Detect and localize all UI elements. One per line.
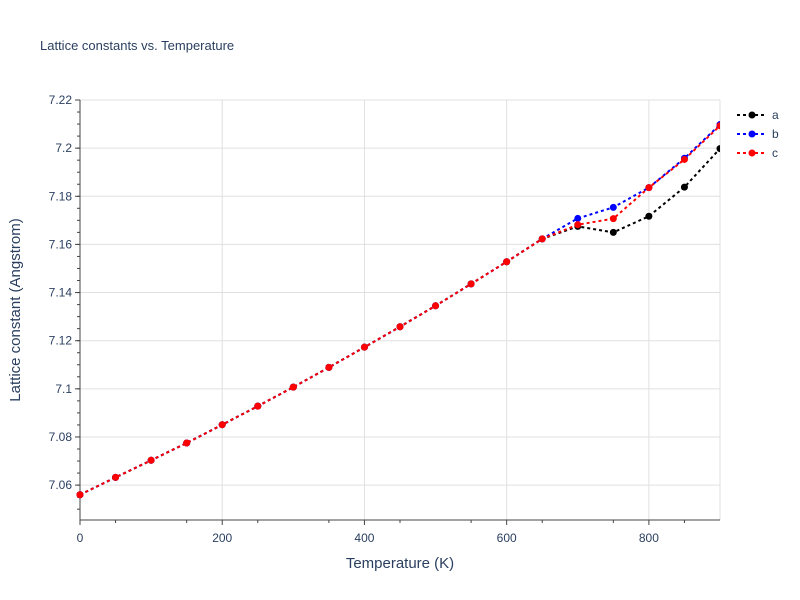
data-point-c bbox=[254, 402, 262, 410]
data-point-b bbox=[609, 203, 617, 211]
axes: 0 200 400 600 800 7.06 7.08 7.1 7.12 7.14 7.16 7.18… bbox=[49, 93, 720, 545]
y-tick-label: 7.22 bbox=[49, 93, 73, 107]
data-point-c bbox=[360, 343, 368, 351]
y-axis-label: Lattice constant (Angstrom) bbox=[7, 218, 24, 401]
y-tick-label: 7.18 bbox=[49, 189, 73, 203]
data-point-a bbox=[680, 183, 688, 191]
data-point-c bbox=[645, 184, 653, 192]
x-axis-label: Temperature (K) bbox=[346, 555, 454, 572]
y-tick-label: 7.08 bbox=[49, 430, 73, 444]
data-point-c bbox=[218, 421, 226, 429]
data-point-c bbox=[609, 215, 617, 223]
legend-marker-icon bbox=[748, 130, 756, 138]
legend-marker-icon bbox=[748, 149, 756, 157]
x-tick-label: 600 bbox=[497, 531, 517, 545]
gridlines bbox=[80, 99, 721, 520]
legend-marker-icon bbox=[748, 111, 756, 119]
data-point-c bbox=[147, 456, 155, 464]
chart-title: Lattice constants vs. Temperature bbox=[40, 38, 234, 53]
data-point-c bbox=[574, 221, 582, 229]
data-point-c bbox=[396, 323, 404, 331]
data-point-c bbox=[538, 235, 546, 243]
data-point-c bbox=[503, 258, 511, 266]
data-point-a bbox=[645, 212, 653, 220]
y-tick-label: 7.1 bbox=[55, 382, 72, 396]
data-point-c bbox=[289, 383, 297, 391]
data-point-c bbox=[183, 439, 191, 447]
x-tick-label: 400 bbox=[354, 531, 374, 545]
data-point-b bbox=[574, 214, 582, 222]
data-point-a bbox=[716, 145, 720, 153]
legend-item-b[interactable]: b bbox=[737, 127, 779, 141]
data-point-c bbox=[716, 122, 720, 130]
data-point-c bbox=[76, 491, 84, 499]
series-a bbox=[76, 145, 720, 499]
legend-label: a bbox=[772, 108, 779, 122]
y-tick-label: 7.2 bbox=[55, 141, 72, 155]
data-point-c bbox=[325, 363, 333, 371]
legend-label: b bbox=[772, 127, 779, 141]
series-c bbox=[76, 122, 720, 499]
y-tick-label: 7.12 bbox=[49, 334, 73, 348]
data-point-c bbox=[467, 280, 475, 288]
series-line-b bbox=[79, 123, 720, 496]
data-point-c bbox=[432, 302, 440, 310]
legend-item-a[interactable]: a bbox=[737, 108, 779, 122]
y-tick-label: 7.16 bbox=[49, 237, 73, 251]
data-point-a bbox=[609, 228, 617, 236]
y-tick-label: 7.06 bbox=[49, 478, 73, 492]
x-tick-label: 0 bbox=[77, 531, 84, 545]
legend-item-c[interactable]: c bbox=[737, 146, 778, 160]
data-point-c bbox=[112, 473, 120, 481]
legend-label: c bbox=[772, 146, 778, 160]
data-series bbox=[76, 121, 720, 499]
y-tick-label: 7.14 bbox=[49, 286, 73, 300]
legend[interactable]: abc bbox=[737, 108, 779, 160]
series-line-c bbox=[79, 125, 720, 496]
series-b bbox=[76, 121, 720, 499]
data-point-c bbox=[680, 155, 688, 163]
x-tick-label: 200 bbox=[212, 531, 232, 545]
x-tick-label: 800 bbox=[639, 531, 659, 545]
